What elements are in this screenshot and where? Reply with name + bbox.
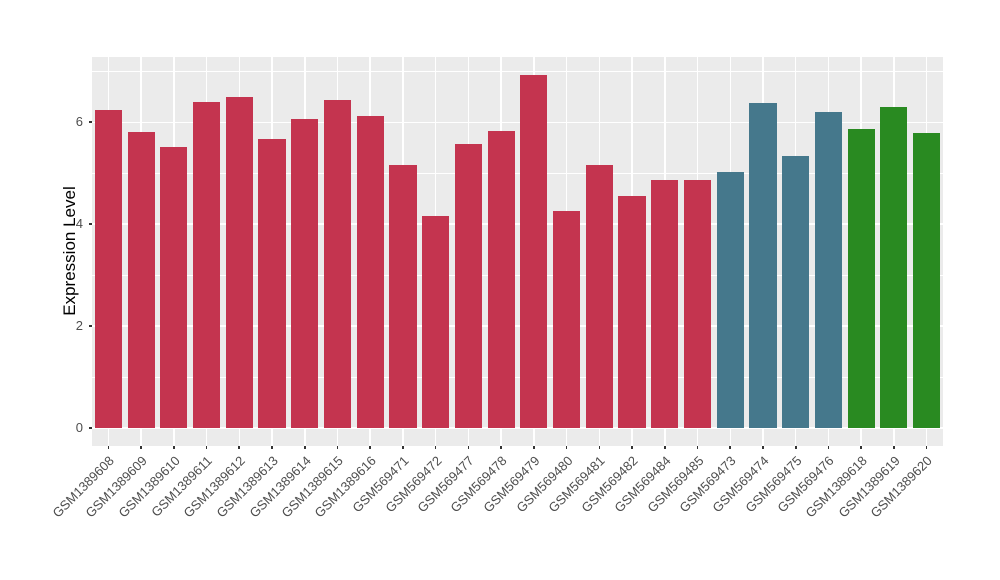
bar-GSM569482 bbox=[618, 195, 646, 429]
bar-GSM1389611 bbox=[192, 101, 221, 429]
x-tick-mark bbox=[336, 446, 339, 449]
y-tick-mark bbox=[88, 427, 92, 429]
bar-GSM569479 bbox=[520, 74, 548, 429]
x-tick-mark bbox=[402, 446, 404, 449]
bar-GSM569472 bbox=[422, 215, 450, 429]
bar-GSM1389618 bbox=[847, 128, 875, 429]
bar-GSM569476 bbox=[814, 112, 842, 429]
y-tick-label: 2 bbox=[75, 318, 83, 334]
x-tick-mark bbox=[434, 446, 437, 449]
x-tick-mark bbox=[860, 446, 862, 449]
bar-GSM1389610 bbox=[160, 146, 188, 429]
x-tick-mark bbox=[631, 446, 633, 449]
x-tick-mark bbox=[205, 446, 208, 449]
major-gridline bbox=[92, 121, 943, 123]
minor-gridline bbox=[92, 376, 943, 378]
x-tick-mark bbox=[893, 446, 895, 449]
bar-GSM1389620 bbox=[913, 132, 941, 429]
minor-gridline bbox=[92, 70, 943, 72]
bar-GSM569478 bbox=[487, 131, 515, 429]
x-tick-mark bbox=[663, 446, 666, 449]
bar-GSM569471 bbox=[389, 164, 417, 429]
x-tick-mark bbox=[369, 446, 371, 449]
bar-GSM569475 bbox=[782, 156, 810, 429]
x-tick-mark bbox=[565, 446, 568, 449]
major-gridline bbox=[92, 223, 943, 225]
bar-GSM1389614 bbox=[291, 119, 319, 429]
bar-GSM1389608 bbox=[94, 110, 122, 429]
bar-GSM1389615 bbox=[323, 99, 352, 429]
plot-panel bbox=[92, 57, 943, 446]
y-tick-mark bbox=[88, 223, 92, 226]
x-tick-mark bbox=[303, 446, 306, 449]
bar-GSM569474 bbox=[749, 103, 777, 429]
y-tick-label: 4 bbox=[75, 216, 83, 232]
major-gridline bbox=[92, 427, 943, 429]
minor-gridline bbox=[92, 172, 943, 174]
bar-GSM569485 bbox=[683, 180, 712, 429]
x-tick-mark bbox=[140, 446, 142, 449]
bar-GSM569484 bbox=[651, 180, 679, 429]
x-tick-mark bbox=[238, 446, 241, 449]
x-tick-mark bbox=[794, 446, 797, 449]
bar-GSM1389613 bbox=[258, 139, 286, 429]
x-tick-mark bbox=[467, 446, 470, 449]
x-tick-mark bbox=[107, 446, 110, 449]
bar-GSM1389619 bbox=[880, 107, 908, 429]
y-tick-label: 6 bbox=[75, 114, 83, 130]
major-gridline bbox=[92, 325, 943, 327]
y-tick-mark bbox=[88, 121, 92, 124]
y-axis: 0 2 4 6 bbox=[0, 57, 92, 446]
x-tick-mark bbox=[925, 446, 928, 449]
x-tick-mark bbox=[696, 446, 699, 449]
bar-GSM569477 bbox=[454, 143, 482, 429]
bar-GSM569481 bbox=[585, 164, 613, 429]
x-tick-mark bbox=[173, 446, 175, 449]
x-tick-mark bbox=[762, 446, 764, 449]
x-tick-mark bbox=[729, 446, 732, 449]
x-tick-mark bbox=[827, 446, 830, 449]
minor-gridline bbox=[92, 274, 943, 276]
x-tick-mark bbox=[500, 446, 502, 449]
bar-GSM569480 bbox=[553, 211, 581, 429]
bar-GSM1389612 bbox=[225, 97, 253, 429]
bar-GSM1389616 bbox=[356, 115, 384, 429]
bar-GSM569473 bbox=[716, 172, 744, 429]
x-axis: GSM1389608 GSM1389609 GSM1389610 GSM1389611… bbox=[50, 446, 943, 580]
y-tick-mark bbox=[88, 325, 92, 327]
x-tick-mark bbox=[271, 446, 273, 449]
x-tick-mark bbox=[598, 446, 601, 449]
y-tick-label: 0 bbox=[75, 420, 83, 436]
bar-GSM1389609 bbox=[127, 132, 155, 429]
x-tick-mark bbox=[533, 446, 535, 449]
